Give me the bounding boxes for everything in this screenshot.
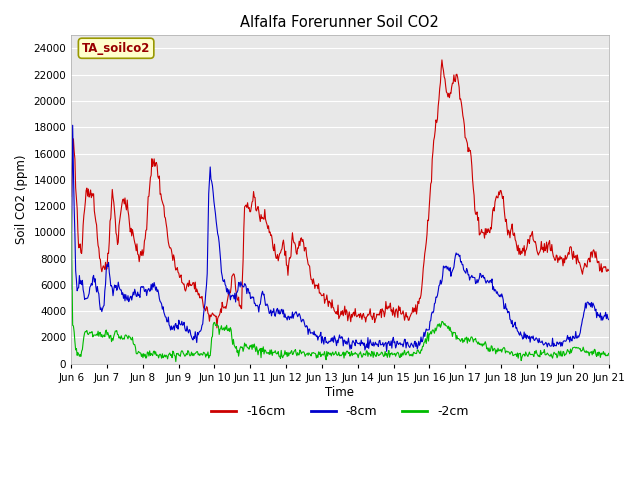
Text: TA_soilco2: TA_soilco2 [82,42,150,55]
Y-axis label: Soil CO2 (ppm): Soil CO2 (ppm) [15,155,28,244]
Title: Alfalfa Forerunner Soil CO2: Alfalfa Forerunner Soil CO2 [241,15,439,30]
X-axis label: Time: Time [325,385,355,398]
Legend: -16cm, -8cm, -2cm: -16cm, -8cm, -2cm [206,400,474,423]
